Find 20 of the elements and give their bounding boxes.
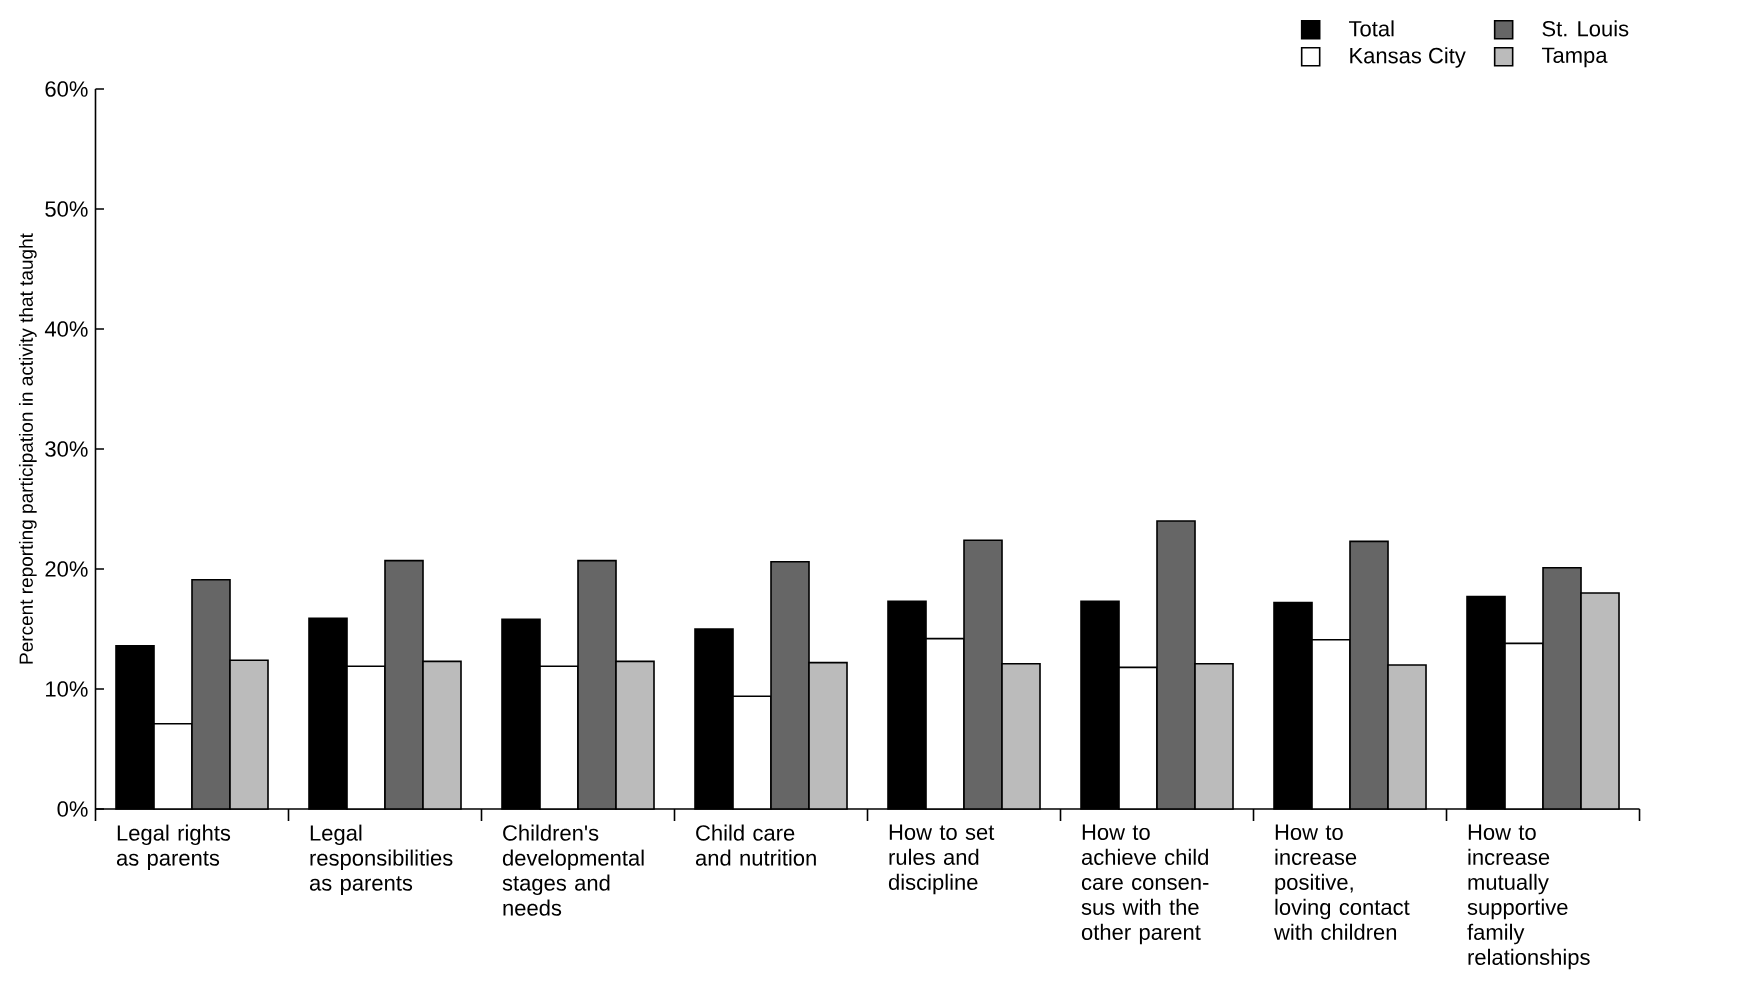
y-tick-label: 50% <box>45 201 88 217</box>
x-tick-label: Legal rights as parents <box>116 824 231 871</box>
y-tick-label: 20% <box>45 561 88 577</box>
legend-label: St. Louis <box>1542 20 1629 37</box>
legend-label: Tampa <box>1541 47 1608 68</box>
x-tick-label: How to increase mutually supportive family relationships <box>1467 824 1590 970</box>
x-tick-label: How to achieve child care consen- sus with the other parent <box>1081 824 1209 945</box>
x-tick-label: How to set rules and discipline <box>888 824 995 895</box>
x-tick-label: How to increase positive, loving contact with children <box>1273 824 1410 940</box>
x-tick-label: Legal responsibilities as parents <box>309 824 453 896</box>
x-tick-label: Children's developmental stages and needs <box>502 824 644 916</box>
y-axis-title: Percent reporting participation in activity that taught <box>18 233 37 664</box>
y-tick-label: 60% <box>45 81 88 97</box>
y-tick-label: 0% <box>57 801 88 817</box>
y-tick-label: 10% <box>46 681 88 697</box>
legend-label: Total <box>1348 20 1394 37</box>
y-tick-label: 30% <box>45 441 88 457</box>
y-tick-label: 40% <box>44 321 88 337</box>
legend-label: Kansas City <box>1350 47 1466 68</box>
x-tick-label: Child care and nutrition <box>695 824 816 866</box>
